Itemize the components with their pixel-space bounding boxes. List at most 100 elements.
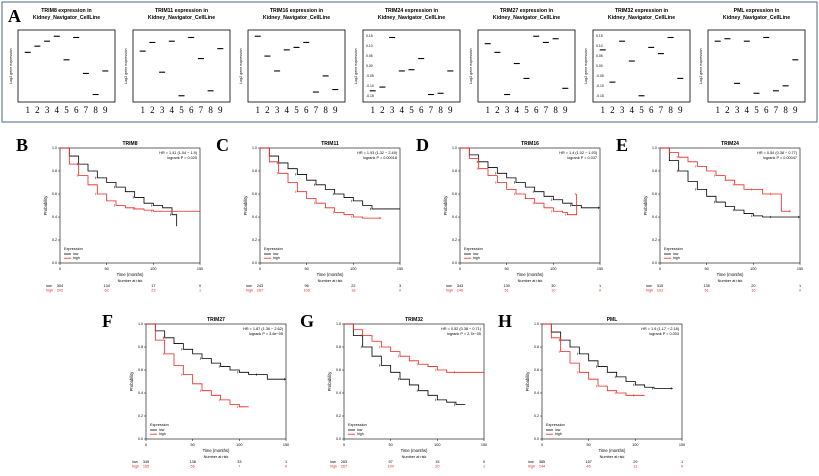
km-ytick-label: 0.2 (138, 414, 143, 418)
risk-row-label: high (132, 464, 139, 468)
expr-cell-line-label: 6 (649, 105, 654, 115)
km-ytick-label: 0.6 (652, 192, 657, 196)
risk-value: 140 (457, 288, 463, 292)
risk-value: 165 (143, 464, 149, 468)
km-xtick-label: 50 (191, 443, 195, 447)
risk-row-label: high (246, 288, 253, 292)
expr-cell-line-label: 2 (35, 105, 40, 115)
expr-cell-line-label: 1 (25, 105, 30, 115)
risk-value: 15 (435, 460, 439, 464)
km-xtick-label: 100 (236, 443, 242, 447)
risk-row-label: high (46, 288, 53, 292)
km-ytick-label: 0.8 (452, 169, 457, 173)
expr-plot-5: TRIM27 expression inKidney_Navigator_Cel… (469, 8, 576, 115)
km-hr-text: HR = 1.93 (1.32 − 2.49) (357, 151, 398, 155)
expr-plot-title: PML expression in (734, 8, 780, 14)
km-ylabel: Probability (243, 195, 248, 215)
risk-value: 45 (587, 464, 591, 468)
km-xlabel: Time (months) (401, 448, 428, 453)
risk-value: 10 (551, 288, 555, 292)
km-ytick-label: 0.4 (252, 215, 257, 219)
km-ytick-label: 1.0 (534, 322, 539, 326)
km-ytick-label: 0.4 (534, 391, 539, 395)
expr-plot-frame (592, 29, 691, 103)
km-curve-high (344, 323, 484, 373)
risk-value: 16 (751, 288, 755, 292)
risk-row-label: low (646, 284, 652, 288)
risk-table-title: Number at risk (318, 279, 343, 283)
km-ytick-label: 0.6 (336, 368, 341, 372)
km-ytick-label: 0.4 (52, 215, 57, 219)
risk-row-label: low (46, 284, 52, 288)
km-curve-high (460, 147, 578, 216)
expr-cell-line-label: 3 (160, 105, 165, 115)
expr-cell-line-label: 4 (400, 105, 405, 115)
risk-value: 315 (657, 284, 663, 288)
risk-row-label: low (246, 284, 252, 288)
km-legend-title: Expression (464, 247, 483, 251)
km-title: TRIM27 (207, 317, 225, 323)
km-curve-low (660, 147, 800, 218)
risk-row-label: low (446, 284, 452, 288)
expr-cell-line-label: 4 (55, 105, 60, 115)
expr-plot-title: TRIM27 expression in (500, 8, 553, 14)
km-xtick-label: 50 (505, 267, 509, 271)
risk-row-label: high (446, 288, 453, 292)
expr-cell-line-label: 1 (140, 105, 145, 115)
km-xlabel: Time (months) (517, 272, 544, 277)
expr-cell-line-label: 1 (715, 105, 720, 115)
expr-cell-line-label: 9 (333, 105, 338, 115)
expr-plot-ylabel: Log2 gene expression (124, 48, 128, 83)
km-panel-b: B TRIM8 HR = 1.41 (1.04 − 1.9)logrank P = … (16, 135, 203, 292)
km-xtick-label: 0 (259, 267, 261, 271)
expr-cell-line-label: 7 (84, 105, 89, 115)
km-xlabel: Time (months) (717, 272, 744, 277)
risk-value: 1 (681, 460, 683, 464)
km-ytick-label: 0.8 (52, 169, 57, 173)
km-ylabel: Probability (443, 195, 448, 215)
expr-plot-title-line2: Kidney_Navigator_CellLine (493, 15, 560, 21)
km-ytick-label: 0.0 (336, 437, 341, 441)
km-panel-d: D TRIM16 HR = 1.4 (1.02 − 1.93)logrank P =… (416, 135, 603, 292)
risk-row-label: high (330, 464, 337, 468)
km-xtick-label: 100 (350, 267, 356, 271)
km-legend-entry: low (473, 252, 479, 256)
km-ytick-label: 0.2 (452, 238, 457, 242)
risk-value: 18 (351, 288, 355, 292)
km-ytick-label: 0.6 (452, 192, 457, 196)
expr-cell-line-label: 5 (179, 105, 184, 115)
km-ytick-label: 1.0 (336, 322, 341, 326)
expr-plot-ytick: 0.10 (366, 44, 373, 48)
risk-row-label: low (528, 460, 534, 464)
panel-letter: E (616, 135, 628, 155)
panel-letter: G (300, 311, 314, 331)
expr-plot-frame (707, 29, 806, 103)
risk-row-label: low (330, 460, 336, 464)
expr-cell-line-label: 2 (725, 105, 730, 115)
expr-plot-ytick: 0.15 (596, 34, 603, 38)
km-ytick-label: 0.8 (652, 169, 657, 173)
expr-plot-ytick: 0.05 (596, 54, 603, 58)
expr-cell-line-label: 4 (745, 105, 750, 115)
km-ytick-label: 0.2 (534, 414, 539, 418)
km-ytick-label: 0.0 (138, 437, 143, 441)
expr-plot-title-line2: Kidney_Navigator_CellLine (33, 15, 100, 21)
expr-cell-line-label: 3 (620, 105, 625, 115)
km-legend-entry: high (473, 256, 480, 260)
expr-plot-ytick: -0.10 (596, 84, 604, 88)
expr-plot-ylabel: Log2 gene expression (9, 48, 13, 83)
expr-plot-ytick: -0.05 (596, 74, 604, 78)
km-title: TRIM32 (405, 317, 423, 323)
risk-value: 0 (483, 460, 485, 464)
km-ytick-label: 0.0 (452, 261, 457, 265)
km-curve-low (260, 147, 400, 210)
risk-value: 202 (57, 288, 63, 292)
expr-plot-ytick: 0.00 (596, 64, 603, 68)
expr-plot-ytick: 0.15 (366, 34, 373, 38)
expr-cell-line-label: 5 (524, 105, 529, 115)
km-legend-entry: low (73, 252, 79, 256)
km-title: TRIM16 (521, 141, 539, 147)
km-legend-title: Expression (348, 423, 367, 427)
risk-value: 1 (285, 460, 287, 464)
risk-value: 20 (751, 284, 755, 288)
